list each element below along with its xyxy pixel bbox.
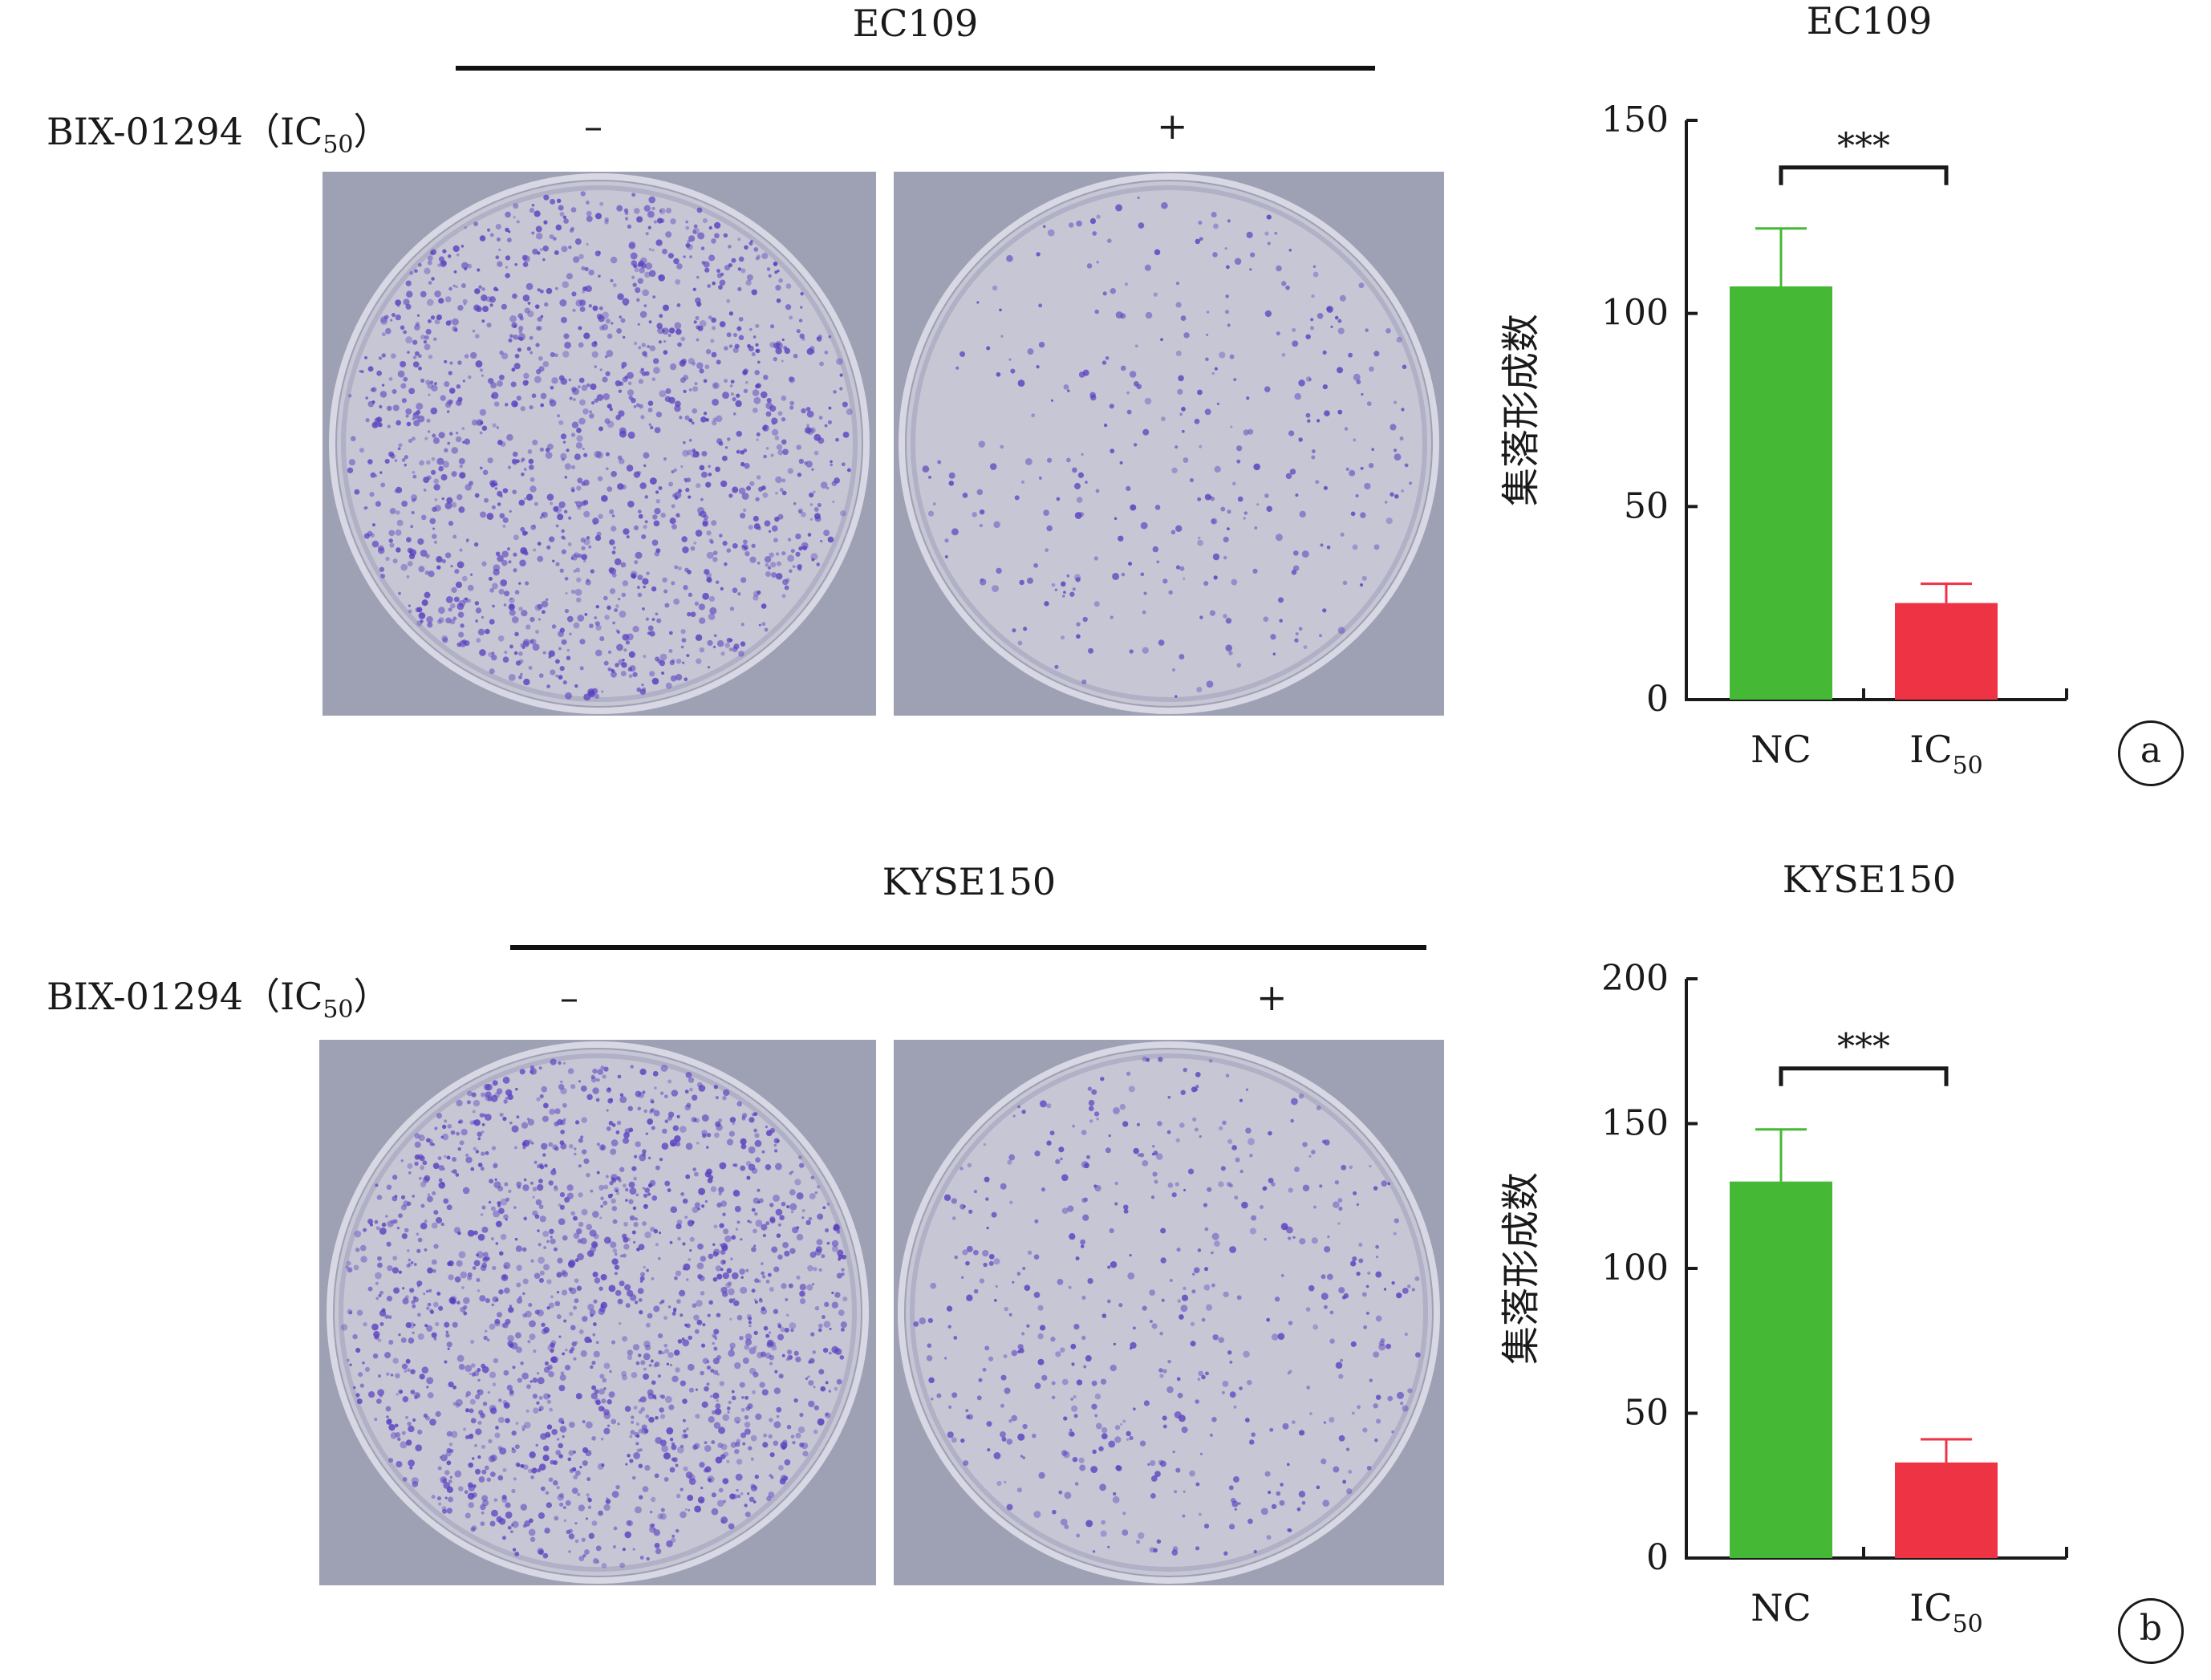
treatment-label: BIX-01294（IC50） xyxy=(47,110,391,160)
dish-rim xyxy=(327,1041,869,1584)
bar-IC50 xyxy=(1895,1462,1998,1558)
dish-surface xyxy=(907,181,1431,706)
dish-surface xyxy=(906,1049,1432,1576)
x-tick-label: NC xyxy=(1751,728,1811,771)
x-tick-label: IC50 xyxy=(1909,1586,1983,1638)
y-tick-label: 150 xyxy=(1601,1103,1669,1144)
chart-title: EC109 xyxy=(1807,0,1933,43)
colony-dots xyxy=(913,1056,1421,1556)
dish-rim xyxy=(329,173,870,714)
plus-sign: + xyxy=(1157,104,1188,148)
y-axis-label: 集落形成数 xyxy=(1499,1172,1544,1365)
plate-image-treated xyxy=(894,1040,1444,1585)
dish-inner-ring xyxy=(910,1053,1428,1572)
dish-inner-ring xyxy=(911,185,1427,702)
x-tick-label: IC50 xyxy=(1909,728,1983,780)
colony-dots xyxy=(340,1058,848,1568)
plus-sign: + xyxy=(1256,976,1288,1019)
y-tick-label: 150 xyxy=(1601,99,1669,140)
chart-title: KYSE150 xyxy=(1783,858,1956,901)
y-tick-label: 0 xyxy=(1646,679,1669,720)
minus-sign: – xyxy=(560,976,578,1019)
plate-image-treated xyxy=(894,172,1444,716)
cell-line-title: KYSE150 xyxy=(882,860,1057,903)
colony-bar-chart-b: KYSE150 0 50 100 150 200 集落形成数 NC IC50 *** xyxy=(1436,858,2211,1680)
y-tick-label: 200 xyxy=(1601,958,1669,999)
panel-a: EC109 BIX-01294（IC50） – + EC109 0 50 100 150… xyxy=(0,0,2211,822)
panel-b: KYSE150 BIX-01294（IC50） – + KYSE150 0 50 10… xyxy=(0,858,2211,1680)
panel-letter-b: b xyxy=(2118,1598,2184,1664)
y-tick-label: 50 xyxy=(1624,1393,1669,1434)
dish-rim xyxy=(898,1041,1440,1584)
y-tick-label: 50 xyxy=(1624,485,1669,526)
colony-dots xyxy=(922,196,1413,698)
colony-bar-chart-a: EC109 0 50 100 150 集落形成数 NC IC50 *** xyxy=(1436,0,2211,822)
x-tick-label: NC xyxy=(1751,1586,1811,1629)
y-tick-label: 100 xyxy=(1601,1248,1669,1288)
significance-stars: *** xyxy=(1837,1027,1890,1068)
y-tick-label: 100 xyxy=(1601,293,1669,334)
plate-image-untreated xyxy=(323,172,876,716)
y-tick-label: 0 xyxy=(1646,1537,1669,1578)
bar-NC xyxy=(1730,1181,1832,1558)
significance-bracket xyxy=(1779,165,1949,185)
cell-line-title: EC109 xyxy=(852,2,979,45)
plate-image-untreated xyxy=(319,1040,876,1585)
panel-letter-a: a xyxy=(2118,720,2184,786)
group-bracket-line xyxy=(510,945,1426,950)
colony-dots xyxy=(347,191,853,701)
y-axis-label: 集落形成数 xyxy=(1499,314,1544,506)
significance-stars: *** xyxy=(1837,126,1890,167)
dish-rim xyxy=(899,173,1439,714)
bar-NC xyxy=(1730,286,1832,700)
dish-surface xyxy=(335,1049,861,1576)
minus-sign: – xyxy=(584,104,602,148)
bar-IC50 xyxy=(1895,603,1998,700)
treatment-label: BIX-01294（IC50） xyxy=(47,975,391,1025)
dish-inner-ring xyxy=(339,1053,857,1572)
dish-inner-ring xyxy=(341,185,858,702)
significance-bracket xyxy=(1779,1066,1949,1086)
group-bracket-line xyxy=(456,66,1375,71)
